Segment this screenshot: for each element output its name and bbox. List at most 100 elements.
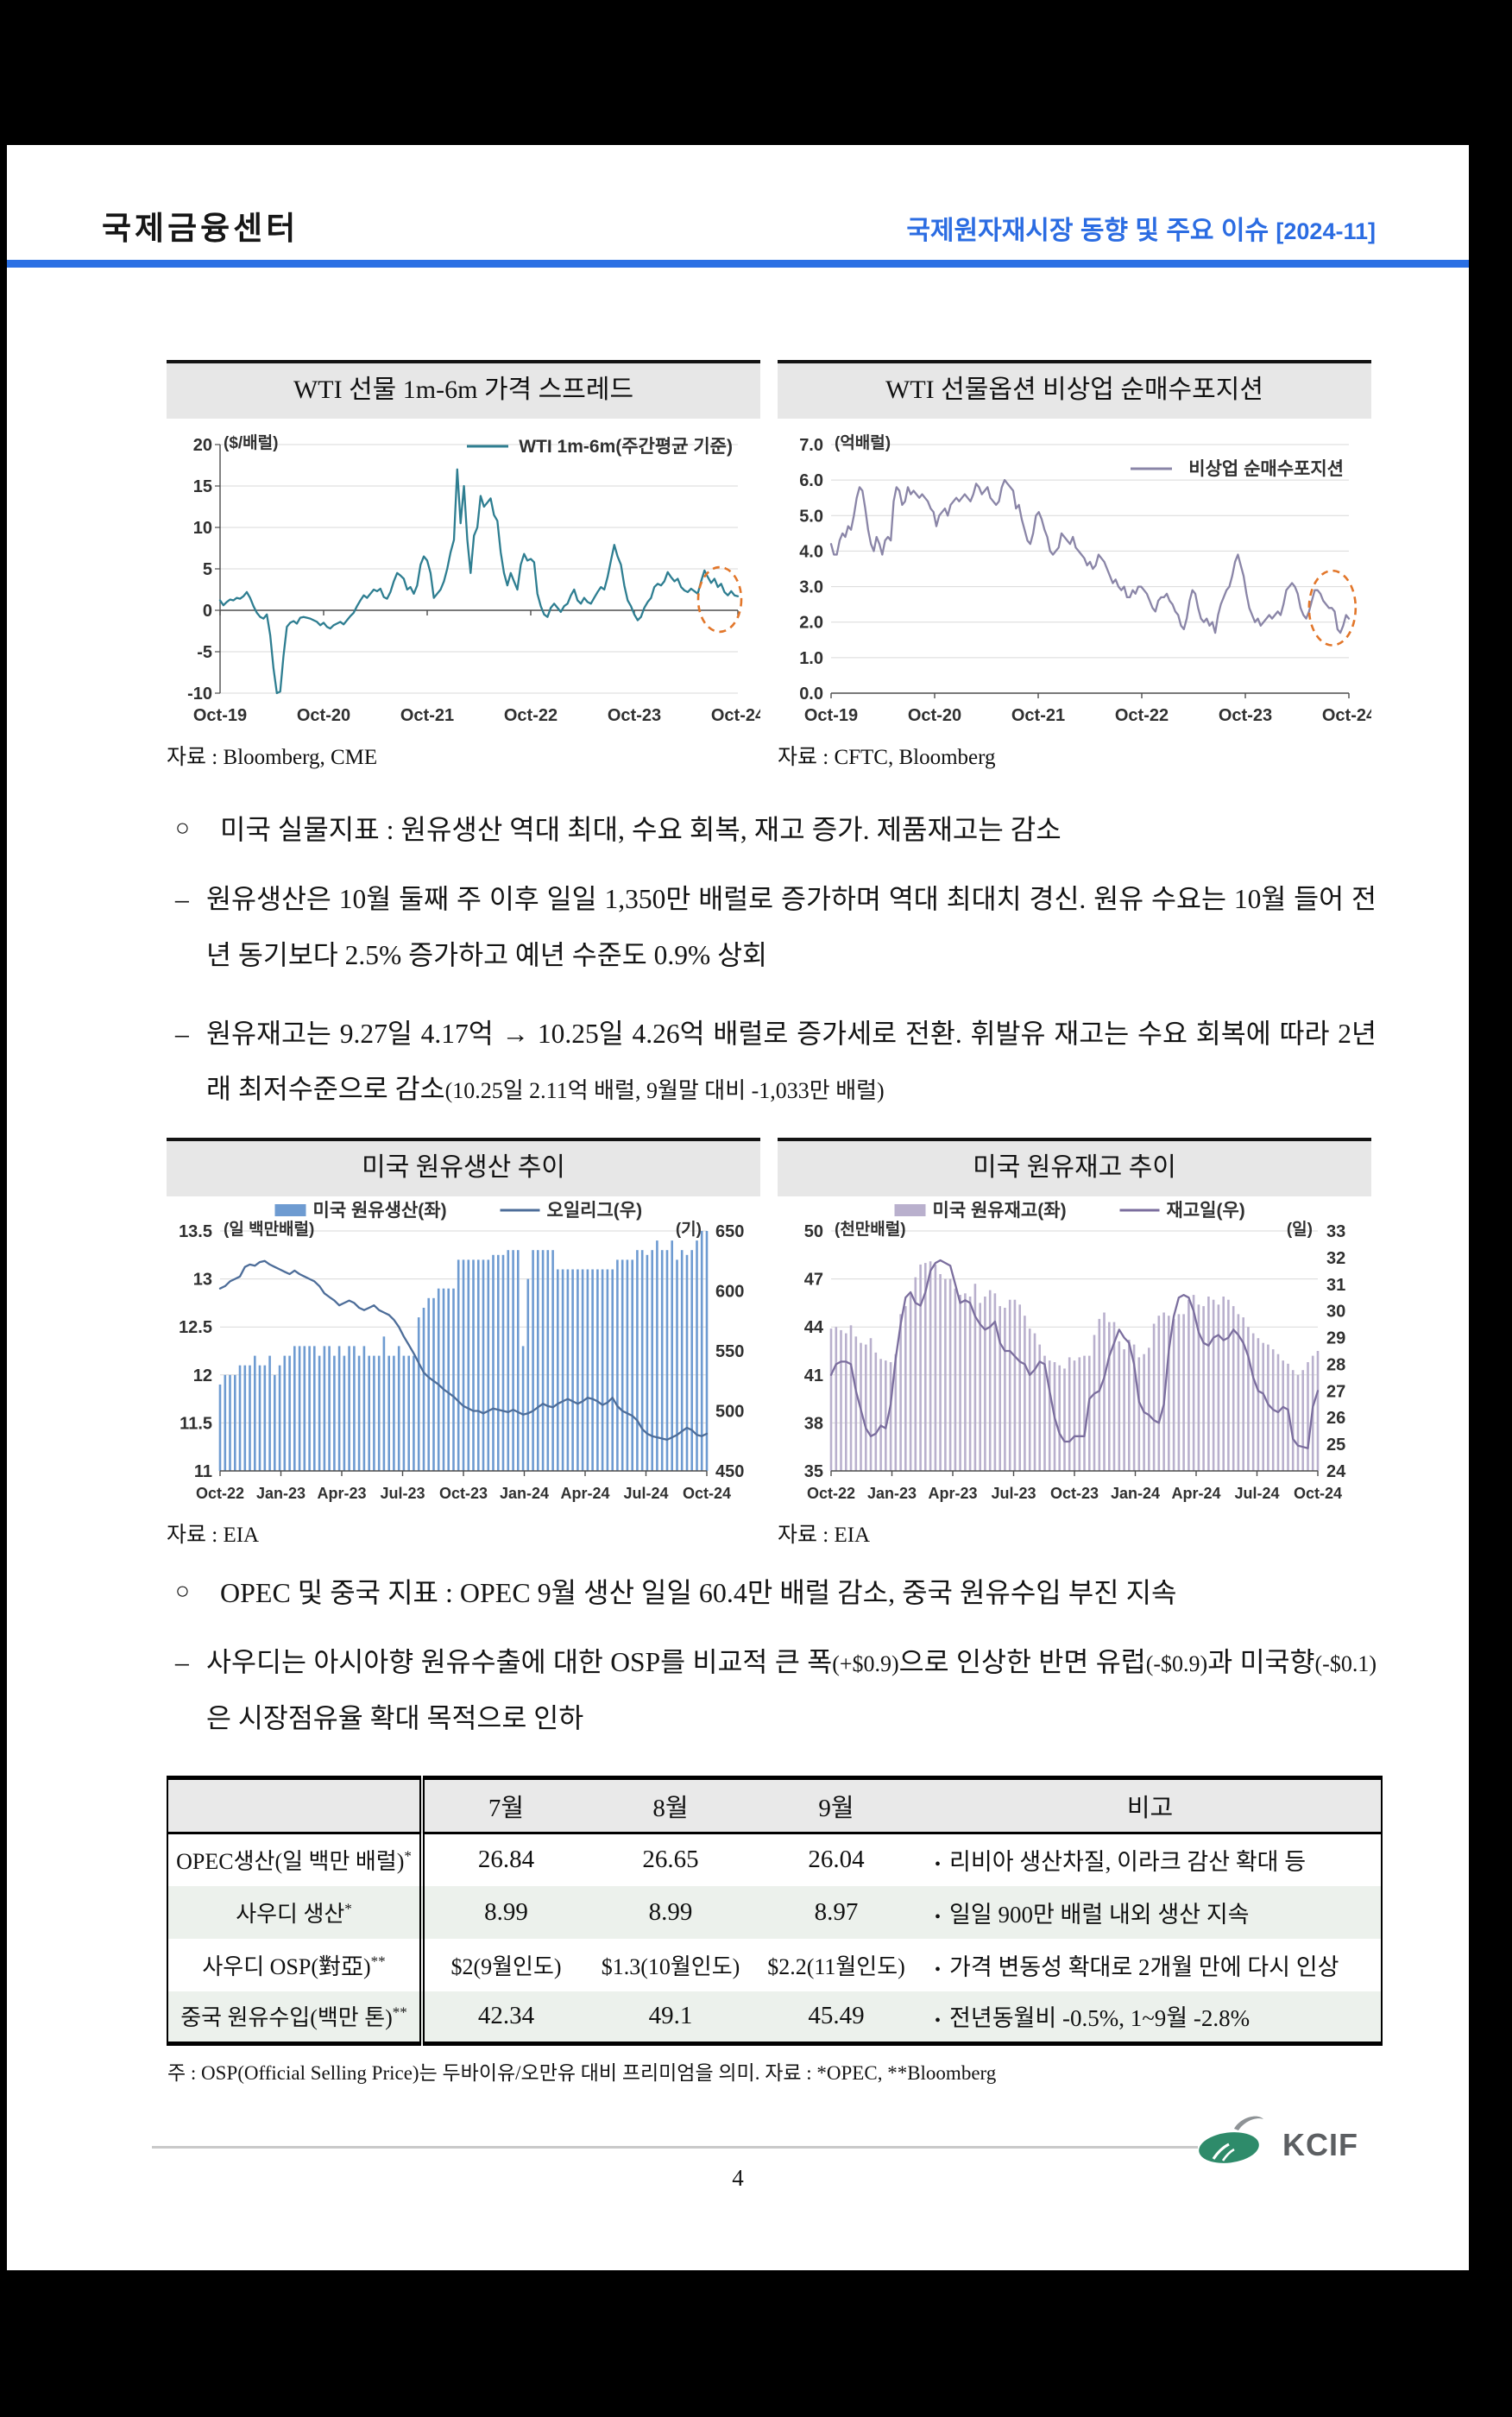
svg-text:재고일(우): 재고일(우): [1167, 1201, 1245, 1221]
svg-text:6.0: 6.0: [799, 471, 823, 490]
document-sheet: 국제금융센터 국제원자재시장 동향 및 주요 이슈 [2024-11] WTI …: [7, 145, 1469, 2270]
row-label: 사우디 OSP(對亞)**: [202, 1952, 386, 1979]
section-opec-heading: OPEC 및 중국 지표 : OPEC 9월 생산 일일 60.4만 배럴 감소…: [220, 1577, 1177, 1608]
chart-source: 자료 : EIA: [778, 1524, 871, 1547]
cell-value: $2.2(11월인도): [767, 1953, 905, 1979]
cell-value: 8.99: [588, 1885, 753, 1939]
svg-text:Oct-24: Oct-24: [683, 1485, 731, 1502]
section-opec: ○ OPEC 및 중국 지표 : OPEC 9월 생산 일일 60.4만 배럴 …: [175, 1573, 1377, 1747]
svg-text:33: 33: [1326, 1222, 1345, 1241]
svg-text:32: 32: [1326, 1249, 1345, 1268]
chart-box-us-inventory: 미국 원유재고 추이 50 47 44 41 38 35 33 32 31 30 29 28 27 26 25…: [778, 1138, 1371, 1549]
svg-text:Oct-24: Oct-24: [711, 706, 760, 725]
svg-text:Apr-24: Apr-24: [560, 1485, 609, 1502]
svg-text:12.5: 12.5: [179, 1318, 212, 1337]
chart-box-wti-netlong: WTI 선물옵션 비상업 순매수포지션 7.0 6.0 5.0 4.0 3.0 2.0 1.0…: [778, 360, 1377, 771]
svg-text:Oct-22: Oct-22: [807, 1485, 855, 1502]
svg-text:650: 650: [715, 1222, 744, 1241]
svg-text:Jan-23: Jan-23: [867, 1485, 917, 1502]
svg-text:41: 41: [804, 1366, 823, 1385]
svg-text:550: 550: [715, 1342, 744, 1361]
svg-text:26: 26: [1326, 1409, 1345, 1428]
svg-text:3.0: 3.0: [799, 578, 823, 597]
svg-text:600: 600: [715, 1283, 744, 1302]
svg-text:500: 500: [715, 1403, 744, 1422]
cell-value: $2(9월인도): [419, 1938, 588, 1991]
chart-title: 미국 원유재고 추이: [778, 1141, 1371, 1196]
section-us-item: – 원유재고는 9.27일 4.17억 → 10.25일 4.26억 배럴로 증…: [175, 1007, 1377, 1118]
chart-box-wti-spread: WTI 선물 1m-6m 가격 스프레드 20 15 10 5 0 -5 -10 ($/배럴) O…: [167, 360, 765, 771]
cell-value: 49.1: [588, 1991, 753, 2044]
dash-marker: –: [175, 884, 189, 915]
chart-title: WTI 선물 1m-6m 가격 스프레드: [167, 363, 760, 419]
svg-text:10: 10: [193, 519, 212, 538]
svg-text:Jul-24: Jul-24: [1234, 1485, 1279, 1502]
svg-text:($/배럴): ($/배럴): [224, 433, 278, 452]
svg-text:11.5: 11.5: [180, 1414, 212, 1433]
dash-marker: –: [175, 1018, 189, 1049]
table-row: 사우디 생산* 8.99 8.99 8.97 • 일일 900만 배럴 내외 생산 지속: [167, 1885, 1382, 1939]
svg-text:미국 원유생산(좌): 미국 원유생산(좌): [313, 1201, 447, 1221]
svg-text:Oct-23: Oct-23: [439, 1485, 488, 1502]
cell-value: 8.97: [753, 1885, 919, 1939]
svg-text:24: 24: [1326, 1462, 1346, 1481]
chart-title: 미국 원유생산 추이: [167, 1141, 760, 1196]
wti-spread-chart: 20 15 10 5 0 -5 -10 ($/배럴) Oct-19 Oct-20 Oct-21 Oct…: [187, 433, 765, 725]
page-number: 4: [732, 2165, 744, 2191]
table-row: 중국 원유수입(백만 톤)** 42.34 49.1 45.49 • 전년동월비 -0.5…: [167, 1991, 1382, 2044]
footer-divider: [152, 2146, 1198, 2149]
svg-text:(일 백만배럴): (일 백만배럴): [224, 1220, 314, 1239]
table-header-cell: [167, 1777, 422, 1834]
table-row: OPEC생산(일 백만 배럴)* 26.84 26.65 26.04 • 리비아 생산차질…: [167, 1833, 1382, 1886]
svg-text:(기): (기): [676, 1220, 702, 1239]
section-us-item: – 원유생산은 10월 둘째 주 이후 일일 1,350만 배럴로 증가하며 역…: [175, 872, 1377, 983]
svg-text:미국 원유재고(좌): 미국 원유재고(좌): [933, 1201, 1067, 1221]
svg-text:20: 20: [193, 436, 212, 455]
section-us-item-text: 원유생산은 10월 둘째 주 이후 일일 1,350만 배럴로 증가하며 역대 …: [206, 884, 1377, 970]
svg-text:15: 15: [193, 477, 212, 496]
svg-text:38: 38: [804, 1414, 823, 1433]
svg-text:-5: -5: [197, 643, 212, 662]
svg-text:Jan-24: Jan-24: [1111, 1485, 1160, 1502]
row-label: 사우디 생산*: [167, 1885, 422, 1939]
section-us-heading-row: ○ 미국 실물지표 : 원유생산 역대 최대, 수요 회복, 재고 증가. 제품…: [175, 810, 1377, 849]
svg-text:Oct-21: Oct-21: [400, 706, 454, 725]
svg-text:Oct-19: Oct-19: [193, 706, 247, 725]
svg-text:WTI 1m-6m(주간평균 기준): WTI 1m-6m(주간평균 기준): [519, 437, 733, 457]
svg-text:27: 27: [1326, 1382, 1345, 1401]
svg-text:Oct-23: Oct-23: [608, 706, 661, 725]
svg-text:5: 5: [203, 560, 212, 579]
circle-bullet-marker: ○: [175, 1578, 190, 1605]
svg-text:오일리그(우): 오일리그(우): [547, 1201, 643, 1221]
svg-text:0.0: 0.0: [799, 685, 823, 704]
svg-text:1.0: 1.0: [799, 649, 823, 668]
chart-box-us-production: 미국 원유생산 추이 13.5 13 12.5 12 11.5 11 650 600 550 500…: [167, 1138, 760, 1549]
kcif-logo-text: KCIF: [1282, 2127, 1358, 2162]
svg-text:44: 44: [804, 1318, 824, 1337]
svg-text:Oct-23: Oct-23: [1219, 706, 1272, 725]
us-inventory-chart: 50 47 44 41 38 35 33 32 31 30 29 28 27 26 25 24 (천만배럴) (일…: [804, 1201, 1346, 1502]
svg-text:29: 29: [1326, 1329, 1345, 1348]
svg-text:13.5: 13.5: [179, 1222, 212, 1241]
svg-text:0: 0: [203, 602, 212, 621]
section-opec-item-text: 사우디는 아시아향 원유수출에 대한 OSP를 비교적 큰 폭(+$0.9)으로…: [206, 1647, 1377, 1733]
svg-text:47: 47: [804, 1271, 823, 1290]
doc-title-text: 국제원자재시장 동향 및 주요 이슈: [906, 217, 1269, 245]
svg-text:Apr-24: Apr-24: [1171, 1485, 1220, 1502]
svg-text:Jul-23: Jul-23: [380, 1485, 425, 1502]
svg-text:25: 25: [1326, 1436, 1345, 1455]
chart-source: 자료 : EIA: [167, 1524, 260, 1547]
svg-text:11: 11: [194, 1462, 212, 1481]
header-divider: [7, 260, 1469, 268]
svg-text:30: 30: [1326, 1303, 1345, 1322]
svg-text:Apr-23: Apr-23: [928, 1485, 977, 1502]
cell-value: $1.3(10월인도): [601, 1953, 740, 1979]
svg-text:비상업 순매수포지션: 비상업 순매수포지션: [1188, 459, 1344, 479]
row-label: OPEC생산(일 백만 배럴)*: [176, 1847, 412, 1875]
svg-text:7.0: 7.0: [799, 436, 823, 455]
chart-source: 자료 : CFTC, Bloomberg: [778, 746, 996, 769]
svg-text:450: 450: [715, 1462, 744, 1481]
table-row: 사우디 OSP(對亞)** $2(9월인도) $1.3(10월인도) $2.2(11월…: [167, 1938, 1382, 1991]
section-us: ○ 미국 실물지표 : 원유생산 역대 최대, 수요 회복, 재고 증가. 제품…: [175, 810, 1377, 1118]
